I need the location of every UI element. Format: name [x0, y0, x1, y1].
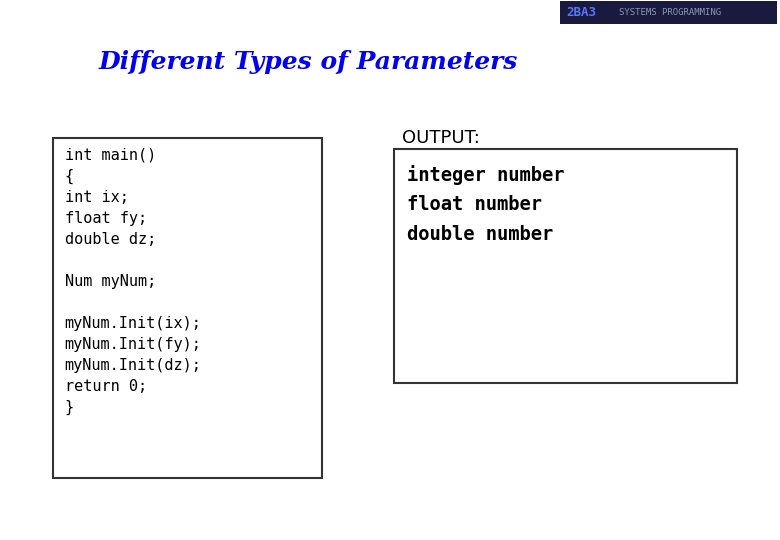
FancyBboxPatch shape	[560, 1, 777, 24]
Text: OUTPUT:: OUTPUT:	[402, 129, 480, 147]
FancyBboxPatch shape	[53, 138, 322, 478]
Text: int main()
{
int ix;
float fy;
double dz;

Num myNum;

myNum.Init(ix);
myNum.Ini: int main() { int ix; float fy; double dz…	[65, 148, 201, 415]
Text: integer number
float number
double number: integer number float number double numbe…	[407, 165, 565, 244]
Text: Different Types of Parameters: Different Types of Parameters	[98, 50, 518, 74]
Text: 2BA3: 2BA3	[566, 6, 596, 19]
Text: SYSTEMS PROGRAMMING: SYSTEMS PROGRAMMING	[619, 8, 721, 17]
FancyBboxPatch shape	[394, 148, 737, 383]
